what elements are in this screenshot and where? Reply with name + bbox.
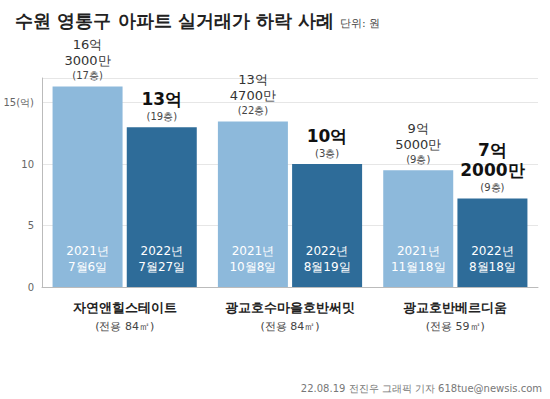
svg-text:2021년: 2021년	[397, 244, 440, 258]
svg-text:3000만: 3000만	[65, 53, 111, 68]
svg-text:(17층): (17층)	[72, 70, 103, 81]
svg-text:2022년: 2022년	[471, 244, 514, 258]
svg-text:13억: 13억	[238, 72, 268, 87]
svg-text:7억: 7억	[478, 140, 507, 160]
svg-text:(9층): (9층)	[406, 154, 430, 165]
svg-text:13억: 13억	[141, 89, 182, 109]
svg-text:5: 5	[28, 220, 34, 231]
svg-text:4700만: 4700만	[230, 88, 276, 103]
svg-text:(22층): (22층)	[238, 105, 269, 116]
svg-text:2022년: 2022년	[306, 244, 349, 258]
svg-text:7월6일: 7월6일	[68, 260, 107, 274]
svg-text:2021년: 2021년	[232, 244, 275, 258]
svg-text:(전용 59㎡): (전용 59㎡)	[426, 320, 485, 333]
svg-text:7월27일: 7월27일	[138, 260, 185, 274]
svg-text:2000만: 2000만	[460, 160, 524, 180]
svg-text:11월18일: 11월18일	[391, 260, 446, 274]
svg-text:(전용 84㎡): (전용 84㎡)	[95, 320, 154, 333]
svg-text:8월19일: 8월19일	[304, 260, 351, 274]
svg-text:(3층): (3층)	[315, 148, 339, 159]
svg-text:광교호수마을호반써밋: 광교호수마을호반써밋	[225, 300, 355, 315]
svg-text:2022년: 2022년	[140, 244, 183, 258]
svg-text:수원 영통구 아파트 실거래가 하락 사례: 수원 영통구 아파트 실거래가 하락 사례	[15, 10, 334, 31]
svg-text:2021년: 2021년	[66, 244, 109, 258]
svg-text:5000만: 5000만	[395, 137, 441, 152]
svg-text:16억: 16억	[73, 37, 103, 52]
svg-text:15(억): 15(억)	[3, 97, 34, 108]
svg-text:(9층): (9층)	[480, 182, 504, 193]
svg-text:10월8일: 10월8일	[229, 260, 276, 274]
svg-text:10: 10	[21, 159, 34, 170]
svg-text:(19층): (19층)	[147, 111, 178, 122]
svg-text:자연앤힐스테이트: 자연앤힐스테이트	[73, 300, 177, 315]
svg-text:10억: 10억	[307, 126, 348, 146]
svg-text:0: 0	[28, 282, 34, 293]
svg-text:광교호반베르디움: 광교호반베르디움	[403, 300, 507, 315]
svg-text:단위: 원: 단위: 원	[340, 17, 380, 30]
svg-text:9억: 9억	[408, 121, 429, 136]
svg-text:8월18일: 8월18일	[469, 260, 516, 274]
svg-text:(전용 84㎡): (전용 84㎡)	[260, 320, 319, 333]
svg-text:22.08.19 전진우 그래픽 기자 618tue@new: 22.08.19 전진우 그래픽 기자 618tue@newsis.com	[301, 383, 542, 394]
